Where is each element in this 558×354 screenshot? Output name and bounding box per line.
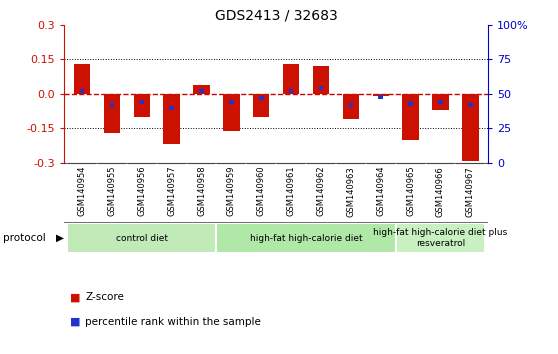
Bar	[253, 94, 270, 117]
Text: GSM140955: GSM140955	[108, 166, 117, 216]
Bar	[313, 66, 329, 94]
Text: GDS2413 / 32683: GDS2413 / 32683	[215, 9, 338, 23]
Bar	[259, 96, 263, 100]
Text: GSM140959: GSM140959	[227, 166, 236, 216]
Text: GSM140954: GSM140954	[78, 166, 86, 216]
Bar	[468, 103, 473, 107]
Text: high-fat high-calorie diet plus
resveratrol: high-fat high-calorie diet plus resverat…	[373, 228, 508, 248]
Bar	[283, 64, 299, 94]
Bar	[229, 100, 234, 104]
Bar	[462, 94, 479, 160]
Bar	[289, 89, 294, 93]
Text: GSM140957: GSM140957	[167, 166, 176, 217]
Bar	[217, 223, 396, 253]
Text: GSM140967: GSM140967	[466, 166, 475, 217]
Text: GSM140961: GSM140961	[287, 166, 296, 217]
Bar	[432, 94, 449, 110]
Bar	[67, 223, 217, 253]
Bar	[163, 94, 180, 144]
Bar	[408, 101, 413, 105]
Bar	[343, 94, 359, 119]
Bar	[193, 85, 210, 94]
Bar	[170, 105, 174, 110]
Bar	[74, 64, 90, 94]
Text: GSM140963: GSM140963	[347, 166, 355, 217]
Text: GSM140960: GSM140960	[257, 166, 266, 217]
Text: GSM140956: GSM140956	[137, 166, 146, 217]
Text: control diet: control diet	[116, 234, 168, 242]
Bar	[110, 103, 114, 107]
Bar	[373, 94, 389, 96]
Bar	[396, 223, 485, 253]
Bar	[402, 94, 419, 140]
Text: ■: ■	[70, 317, 80, 327]
Bar	[349, 103, 353, 107]
Text: GSM140962: GSM140962	[316, 166, 325, 217]
Text: protocol: protocol	[3, 233, 46, 243]
Bar	[140, 100, 144, 104]
Text: Z-score: Z-score	[85, 292, 124, 302]
Text: GSM140966: GSM140966	[436, 166, 445, 217]
Text: high-fat high-calorie diet: high-fat high-calorie diet	[250, 234, 362, 242]
Text: ■: ■	[70, 292, 80, 302]
Bar	[223, 94, 239, 131]
Bar	[80, 89, 84, 93]
Text: GSM140965: GSM140965	[406, 166, 415, 217]
Bar	[199, 89, 204, 93]
Bar	[438, 100, 442, 104]
Bar	[319, 86, 323, 90]
Text: ▶: ▶	[56, 233, 64, 243]
Text: GSM140958: GSM140958	[197, 166, 206, 217]
Bar	[133, 94, 150, 117]
Text: percentile rank within the sample: percentile rank within the sample	[85, 317, 261, 327]
Bar	[104, 94, 120, 133]
Text: GSM140964: GSM140964	[376, 166, 385, 217]
Bar	[378, 95, 383, 99]
